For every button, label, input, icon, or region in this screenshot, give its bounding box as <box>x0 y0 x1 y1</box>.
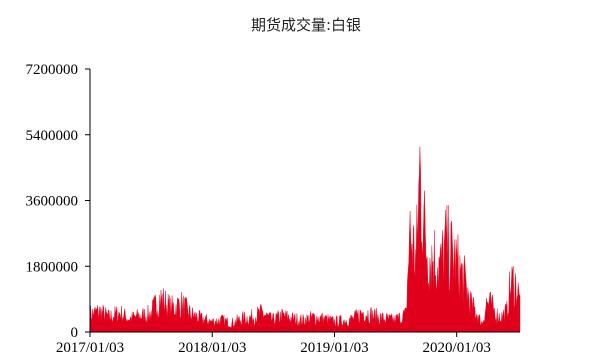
axes <box>85 68 520 337</box>
series-area <box>89 146 521 333</box>
x-tick-label: 2020/01/03 <box>423 340 491 356</box>
y-tick-label: 5400000 <box>26 128 79 144</box>
y-tick-label: 7200000 <box>26 62 79 78</box>
x-tick-labels: 2017/01/03 2018/01/03 2019/01/03 2020/01/03 <box>56 340 491 356</box>
chart-title: 期货成交量:白银 <box>251 16 361 34</box>
y-tick-label: 0 <box>71 325 79 341</box>
y-tick-labels: 0 1800000 3600000 5400000 7200000 <box>26 62 79 341</box>
x-tick-label: 2018/01/03 <box>178 340 246 356</box>
x-tick-label: 2019/01/03 <box>300 340 368 356</box>
x-tick-label: 2017/01/03 <box>56 340 124 356</box>
y-tick-label: 3600000 <box>26 194 79 210</box>
plot-area <box>89 146 521 333</box>
y-tick-label: 1800000 <box>26 259 79 275</box>
